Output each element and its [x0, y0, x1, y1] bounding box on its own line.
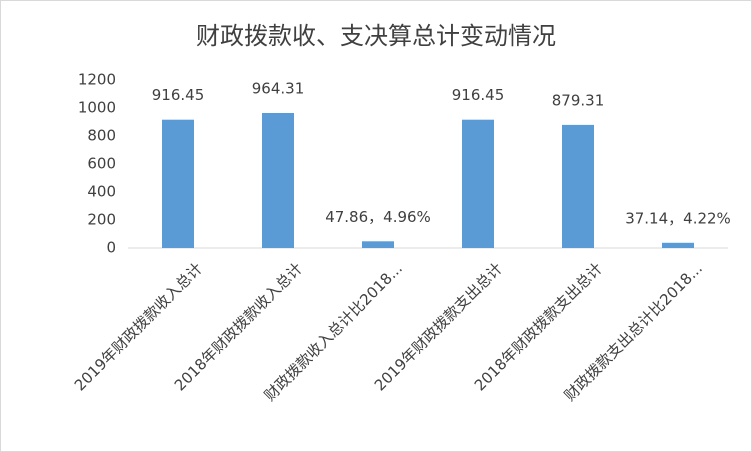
y-tick-label: 400 — [87, 183, 116, 201]
data-label: 879.31 — [552, 91, 605, 109]
data-label: 47.86，4.96% — [325, 208, 431, 226]
y-tick-label: 800 — [87, 127, 116, 145]
bar — [162, 119, 194, 249]
y-tick-label: 1000 — [78, 99, 116, 117]
data-label: 964.31 — [252, 79, 305, 97]
bar — [562, 124, 594, 248]
bar — [362, 241, 394, 248]
y-tick-label: 200 — [87, 211, 116, 229]
bar — [462, 119, 494, 249]
bar — [262, 112, 294, 248]
data-label: 916.45 — [152, 86, 205, 104]
y-tick-label: 600 — [87, 155, 116, 173]
y-tick-label: 0 — [106, 239, 116, 257]
y-tick-label: 1200 — [78, 71, 116, 89]
bar — [662, 242, 694, 248]
chart-title: 财政拨款收、支决算总计变动情况 — [196, 22, 556, 50]
data-label: 37.14，4.22% — [625, 209, 731, 227]
data-label: 916.45 — [452, 86, 505, 104]
